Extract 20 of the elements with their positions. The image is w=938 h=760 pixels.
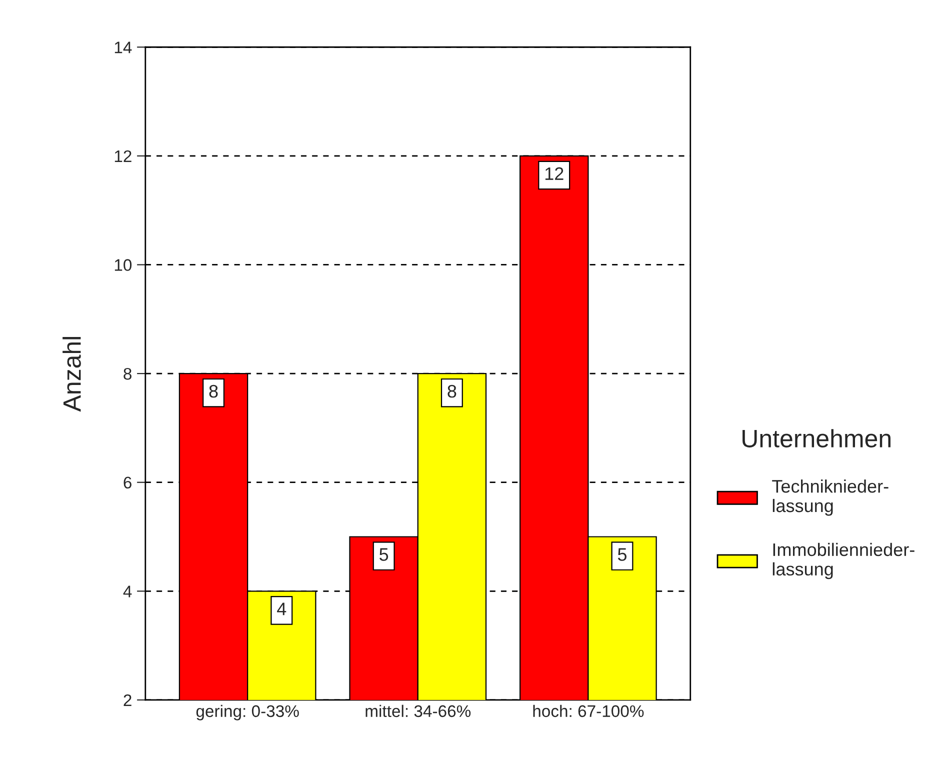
- x-tick-label: hoch: 67-100%: [533, 704, 644, 718]
- y-tick-label: 2: [124, 694, 132, 706]
- data-label: 8: [209, 384, 218, 398]
- y-tick-label: 6: [124, 476, 132, 489]
- x-tick-label: gering: 0-33%: [196, 704, 299, 720]
- legend-label: Immobiliennieder- lassung: [772, 542, 914, 580]
- y-tick-label: 14: [114, 42, 132, 54]
- y-tick-label: 8: [124, 368, 132, 380]
- x-tick-label: mittel: 34-66%: [366, 704, 471, 718]
- y-tick-label: 10: [114, 259, 132, 271]
- y-tick-label: 4: [123, 586, 132, 598]
- legend-label: Techniknieder- lassung: [772, 479, 888, 516]
- data-label: 5: [380, 548, 388, 561]
- legend-title: Unternehmen: [742, 429, 890, 448]
- y-axis-title: Anzahl: [62, 336, 81, 412]
- data-label: 5: [618, 548, 627, 561]
- data-label: 12: [545, 167, 564, 180]
- data-label: 8: [448, 384, 456, 398]
- y-tick-label: 12: [114, 150, 132, 162]
- data-label: 4: [277, 602, 286, 616]
